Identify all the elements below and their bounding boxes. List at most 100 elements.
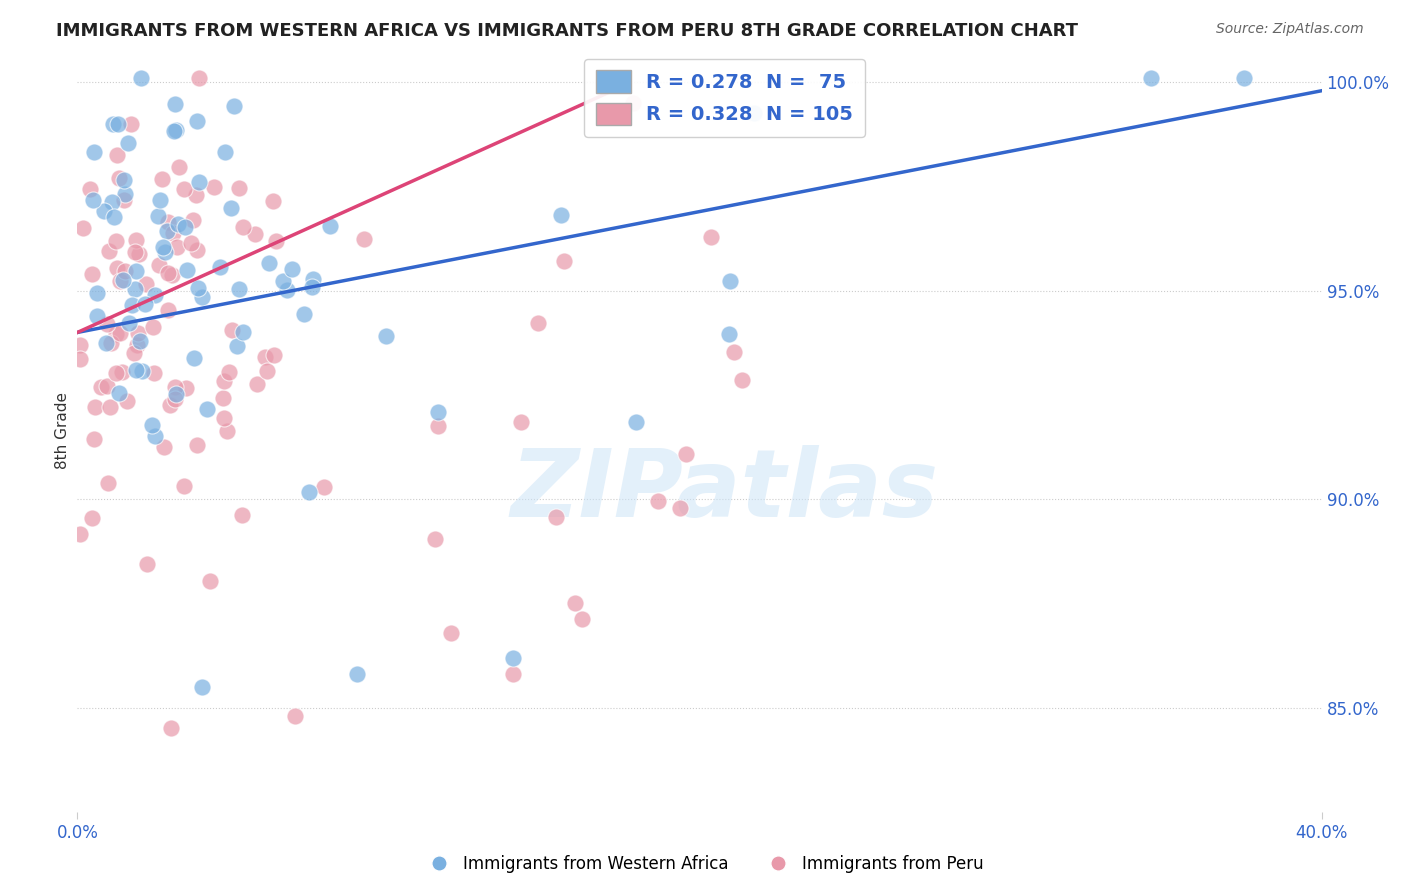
Point xyxy=(553,254,575,268)
Point xyxy=(83,145,105,160)
Legend: Immigrants from Western Africa, Immigrants from Peru: Immigrants from Western Africa, Immigran… xyxy=(416,848,990,880)
Point xyxy=(281,261,304,276)
Point xyxy=(82,267,104,281)
Point xyxy=(191,680,214,694)
Point xyxy=(146,209,169,223)
Point xyxy=(212,391,235,405)
Point xyxy=(228,282,250,296)
Point xyxy=(156,215,179,229)
Point xyxy=(292,307,315,321)
Point xyxy=(209,260,232,274)
Point xyxy=(96,336,118,351)
Point xyxy=(718,274,741,288)
Point xyxy=(301,279,323,293)
Point xyxy=(624,416,647,430)
Point xyxy=(128,334,150,348)
Point xyxy=(212,411,235,425)
Point xyxy=(108,326,131,341)
Text: Source: ZipAtlas.com: Source: ZipAtlas.com xyxy=(1216,22,1364,37)
Point xyxy=(135,277,157,291)
Point xyxy=(176,263,198,277)
Point xyxy=(131,364,153,378)
Point xyxy=(669,500,692,515)
Point xyxy=(142,320,165,334)
Point xyxy=(564,596,586,610)
Point xyxy=(79,182,101,196)
Point xyxy=(107,117,129,131)
Point xyxy=(156,302,179,317)
Point xyxy=(149,193,172,207)
Point xyxy=(150,172,173,186)
Point xyxy=(96,379,118,393)
Point xyxy=(186,438,208,452)
Point xyxy=(195,402,218,417)
Point xyxy=(502,650,524,665)
Point xyxy=(96,317,118,331)
Point xyxy=(181,213,204,227)
Point xyxy=(214,145,236,160)
Point xyxy=(621,96,644,111)
Point xyxy=(104,234,127,248)
Text: ZIPatlas: ZIPatlas xyxy=(510,445,938,537)
Point xyxy=(148,258,170,272)
Point xyxy=(319,219,342,233)
Point xyxy=(166,240,188,254)
Point xyxy=(121,298,143,312)
Point xyxy=(108,170,131,185)
Point xyxy=(80,511,103,525)
Point xyxy=(111,365,134,379)
Point xyxy=(103,210,125,224)
Text: IMMIGRANTS FROM WESTERN AFRICA VS IMMIGRANTS FROM PERU 8TH GRADE CORRELATION CHA: IMMIGRANTS FROM WESTERN AFRICA VS IMMIGR… xyxy=(56,22,1078,40)
Point xyxy=(118,317,141,331)
Point xyxy=(218,365,240,379)
Point xyxy=(700,229,723,244)
Point xyxy=(90,380,112,394)
Y-axis label: 8th Grade: 8th Grade xyxy=(55,392,70,469)
Point xyxy=(165,122,187,136)
Point xyxy=(187,280,209,294)
Point xyxy=(93,204,115,219)
Point xyxy=(353,232,375,246)
Point xyxy=(163,380,186,394)
Point xyxy=(1233,71,1256,86)
Point xyxy=(675,447,697,461)
Point xyxy=(69,352,91,367)
Point xyxy=(225,339,247,353)
Point xyxy=(117,136,139,150)
Point xyxy=(427,404,450,418)
Point xyxy=(276,283,298,297)
Point xyxy=(723,345,745,359)
Point xyxy=(129,71,152,86)
Point xyxy=(97,476,120,491)
Point xyxy=(243,227,266,242)
Point xyxy=(186,243,208,257)
Point xyxy=(166,217,188,231)
Point xyxy=(298,484,321,499)
Point xyxy=(202,180,225,194)
Point xyxy=(101,194,124,209)
Point xyxy=(257,256,280,270)
Point xyxy=(180,235,202,250)
Point xyxy=(550,208,572,222)
Point xyxy=(273,274,295,288)
Point xyxy=(108,274,131,288)
Point xyxy=(262,194,284,208)
Point xyxy=(165,387,187,401)
Point xyxy=(253,350,276,364)
Point xyxy=(510,415,533,429)
Point xyxy=(104,327,127,342)
Point xyxy=(186,188,208,202)
Point xyxy=(188,175,211,189)
Point xyxy=(152,240,174,254)
Point xyxy=(374,329,396,343)
Point xyxy=(228,181,250,195)
Point xyxy=(162,124,184,138)
Point xyxy=(231,508,253,522)
Point xyxy=(427,419,450,434)
Point xyxy=(215,424,238,438)
Point xyxy=(124,282,146,296)
Point xyxy=(72,221,94,235)
Point xyxy=(136,558,159,572)
Point xyxy=(1139,71,1161,86)
Point xyxy=(169,160,191,174)
